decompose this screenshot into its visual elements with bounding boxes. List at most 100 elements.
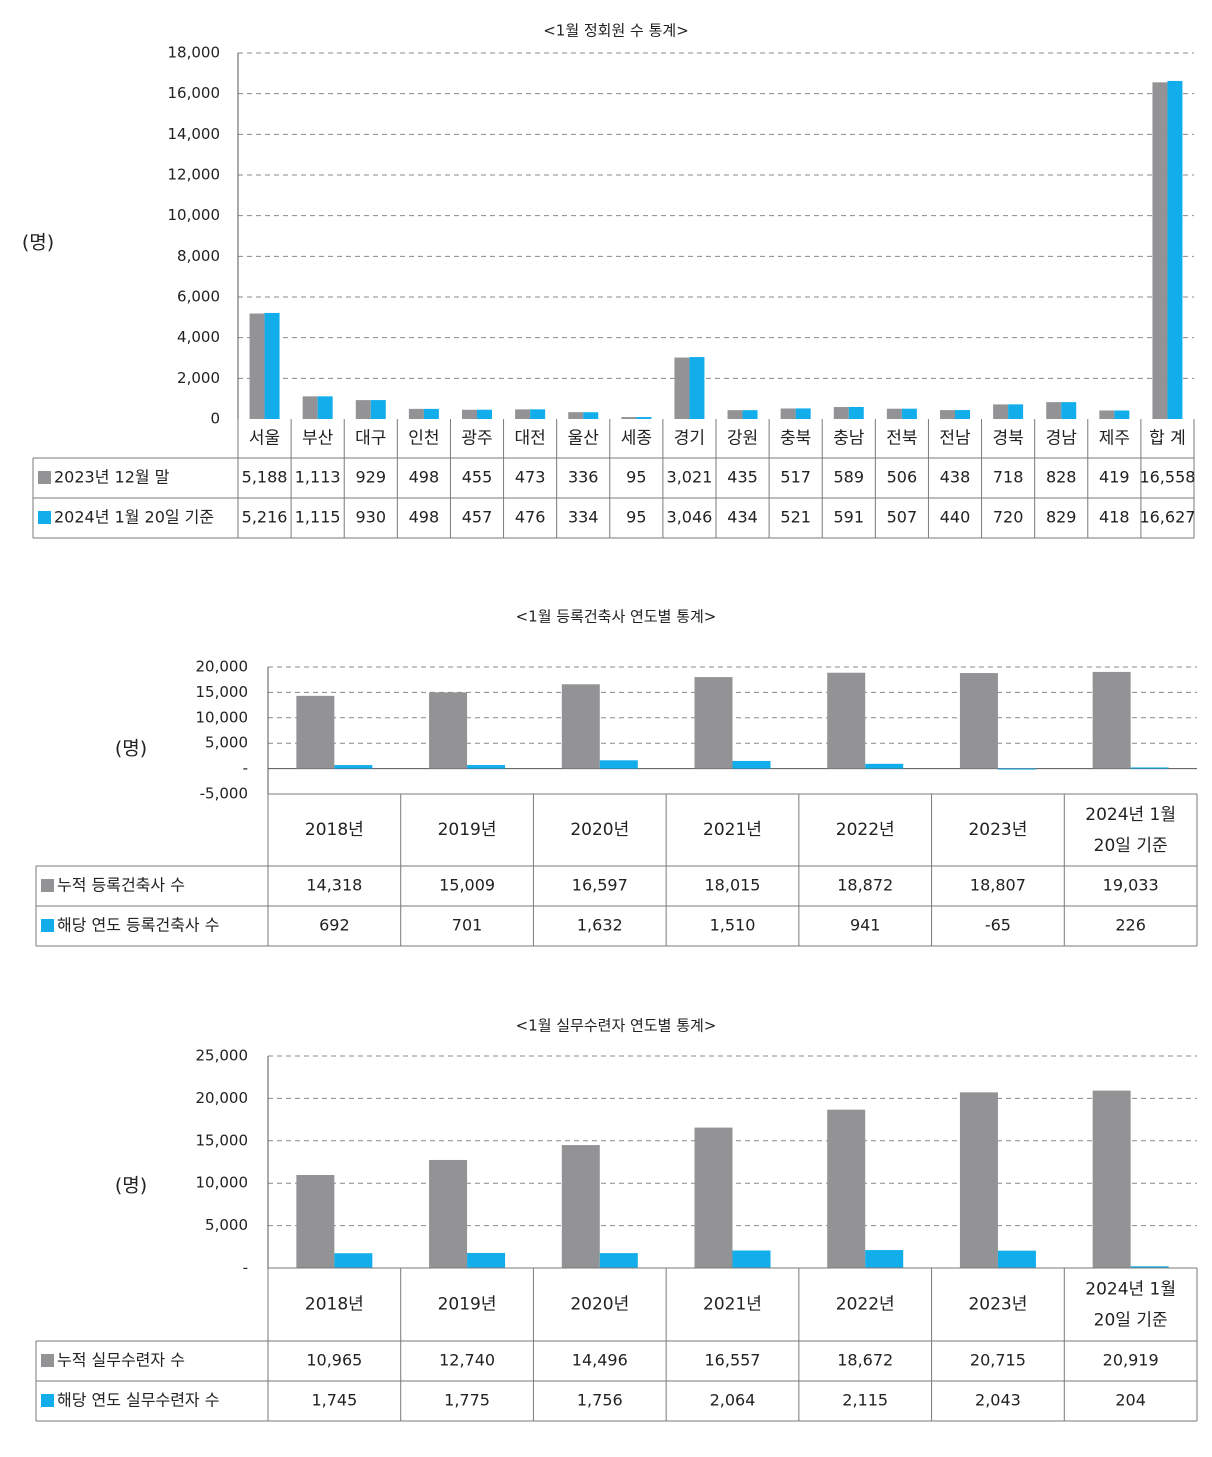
y-tick-label: 12,000	[168, 166, 221, 184]
data-label: 589	[834, 468, 865, 487]
legend-swatch-1	[38, 471, 51, 484]
data-label: 3,021	[667, 468, 713, 487]
data-label: 434	[727, 508, 758, 527]
bar-series1	[694, 677, 733, 769]
category-label: 2020년	[570, 1295, 629, 1315]
category-label: 2021년	[703, 820, 762, 840]
bar-series2	[530, 409, 546, 419]
bar-series2	[865, 1250, 904, 1268]
y-tick-label: -	[243, 1259, 248, 1277]
bar-series2	[1008, 404, 1024, 419]
bar-series1	[694, 1127, 733, 1268]
data-label: 226	[1115, 916, 1146, 935]
category-label: 전남	[939, 429, 971, 449]
data-label: 473	[515, 468, 546, 487]
bar-series2	[1061, 402, 1077, 419]
bar-series2	[334, 1253, 373, 1268]
data-label: 14,318	[306, 876, 362, 895]
data-label: 16,558	[1139, 468, 1195, 487]
legend-label: 2024년 1월 20일 기준	[54, 508, 214, 527]
legend-label: 해당 연도 등록건축사 수	[57, 916, 219, 935]
category-label: 부산	[302, 429, 334, 449]
bar-series1	[827, 1109, 866, 1268]
y-tick-label: -5,000	[200, 785, 248, 803]
legend-swatch-1	[41, 1354, 54, 1367]
bar-series2	[732, 1250, 771, 1268]
bar-series1	[462, 409, 477, 419]
y-tick-label: 10,000	[196, 1174, 249, 1192]
y-tick-label: -	[243, 759, 248, 777]
category-label: 경남	[1046, 429, 1078, 449]
data-label: 435	[727, 468, 758, 487]
bar-series2	[901, 408, 917, 419]
bar-series2	[636, 417, 652, 419]
y-tick-label: 2,000	[177, 369, 220, 387]
data-label: 438	[940, 468, 971, 487]
category-label: 2024년 1월 20일 기준	[1085, 1280, 1176, 1331]
data-label: -65	[985, 916, 1011, 935]
bar-series1	[621, 417, 637, 419]
data-label: 18,872	[837, 876, 893, 895]
data-label: 720	[993, 508, 1024, 527]
bar-series2	[732, 760, 771, 769]
legend-swatch-1	[41, 879, 54, 892]
bar-series1	[429, 1159, 468, 1268]
category-label: 제주	[1099, 429, 1130, 449]
bar-series2	[795, 408, 811, 419]
category-label: 2022년	[836, 820, 895, 840]
data-label: 455	[462, 468, 493, 487]
data-label: 517	[780, 468, 811, 487]
bar-series1	[993, 404, 1009, 419]
data-label: 701	[452, 916, 483, 935]
bar-series2	[1130, 1266, 1169, 1268]
bar-series1	[780, 408, 796, 419]
y-tick-label: 20,000	[196, 1089, 249, 1107]
legend-label: 누적 등록건축사 수	[57, 876, 185, 895]
data-label: 1,115	[295, 508, 341, 527]
data-label: 14,496	[572, 1351, 628, 1370]
data-label: 507	[887, 508, 918, 527]
legend-label: 2023년 12월 말	[54, 468, 170, 487]
bar-series2	[848, 406, 864, 419]
data-label: 2,115	[842, 1391, 888, 1410]
bar-series1	[1092, 671, 1131, 769]
bar-series1	[249, 313, 265, 419]
y-tick-label: 10,000	[196, 708, 249, 726]
category-label: 경북	[992, 429, 1023, 449]
bar-series1	[1099, 410, 1115, 419]
category-label: 2020년	[570, 820, 629, 840]
data-label: 828	[1046, 468, 1077, 487]
chart-title: <1월 정회원 수 통계>	[543, 22, 689, 40]
data-label: 334	[568, 508, 599, 527]
bar-series1	[727, 410, 743, 419]
data-label: 5,216	[242, 508, 288, 527]
bar-series2	[264, 312, 280, 419]
data-label: 15,009	[439, 876, 495, 895]
category-label: 2023년	[968, 1295, 1027, 1315]
data-label: 829	[1046, 508, 1077, 527]
bar-series2	[583, 412, 599, 419]
bar-series1	[568, 412, 584, 419]
bar-series1	[296, 695, 335, 769]
data-label: 440	[940, 508, 971, 527]
y-tick-label: 5,000	[205, 734, 248, 752]
y-tick-label: 5,000	[205, 1216, 248, 1234]
data-label: 1,756	[577, 1391, 623, 1410]
data-label: 591	[834, 508, 865, 527]
bar-series2	[1130, 767, 1169, 769]
data-label: 498	[409, 468, 440, 487]
chart-title: <1월 실무수련자 연도별 통계>	[516, 1017, 717, 1035]
bar-series1	[561, 1145, 600, 1268]
category-label: 2019년	[438, 1295, 497, 1315]
legend-swatch-2	[38, 511, 51, 524]
data-label: 16,627	[1139, 508, 1195, 527]
data-label: 20,919	[1103, 1351, 1159, 1370]
y-tick-label: 10,000	[168, 206, 221, 224]
bar-series2	[997, 768, 1036, 770]
bar-series2	[599, 760, 638, 769]
bar-series2	[317, 396, 333, 419]
bar-series2	[477, 409, 492, 419]
legend-label: 해당 연도 실무수련자 수	[57, 1391, 219, 1410]
y-tick-label: 20,000	[196, 658, 249, 676]
bar-series1	[959, 1092, 998, 1268]
